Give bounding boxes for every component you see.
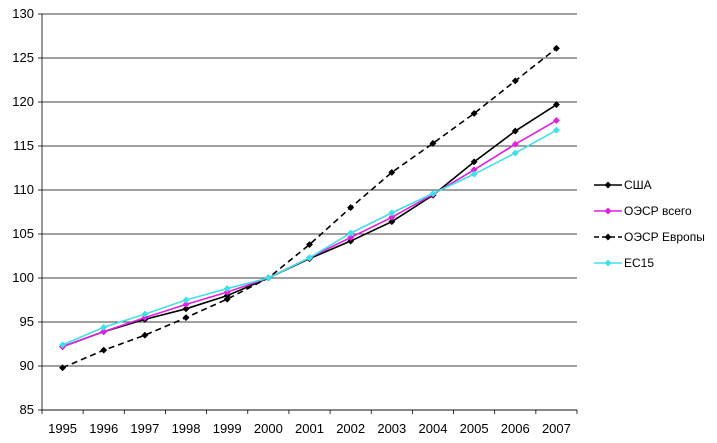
data-point — [552, 44, 560, 52]
legend-label: ОЭСР всего — [624, 204, 692, 218]
x-tick-label: 2000 — [254, 421, 283, 436]
legend: США ОЭСР всего ОЭСР Европы ЕС15 — [594, 178, 705, 270]
data-point — [305, 241, 314, 249]
y-tick-label: 105 — [12, 226, 34, 241]
series-line — [62, 103, 557, 348]
y-tick-label: 110 — [13, 182, 34, 197]
y-axis-ticks: 85 90 95 100 105 110 115 120 125 130 — [12, 6, 42, 417]
data-point — [59, 364, 67, 372]
series-3 — [59, 126, 560, 349]
data-point — [470, 109, 478, 117]
data-point — [223, 295, 231, 303]
legend-entry-1: ОЭСР всего — [594, 204, 692, 218]
data-point — [511, 77, 519, 85]
x-tick-label: 1999 — [213, 421, 242, 436]
data-point — [388, 168, 396, 176]
series-0 — [59, 101, 560, 351]
gridlines — [42, 13, 577, 411]
data-point — [59, 341, 67, 349]
data-point — [470, 170, 478, 178]
series-line — [62, 119, 557, 348]
data-point — [511, 140, 519, 148]
axes — [41, 14, 577, 411]
data-point — [470, 158, 478, 166]
data-point — [388, 209, 396, 217]
data-point — [182, 300, 190, 308]
data-point — [182, 305, 190, 313]
data-point — [305, 254, 314, 262]
data-point — [511, 149, 519, 157]
legend-swatch-marker — [604, 207, 612, 215]
legend-swatch-marker — [604, 233, 612, 241]
data-point — [347, 233, 355, 242]
x-tick-label: 2007 — [542, 421, 571, 436]
y-tick-label: 95 — [20, 314, 34, 329]
data-point — [429, 139, 437, 147]
data-point — [552, 101, 560, 109]
data-point — [223, 285, 231, 293]
data-point — [388, 218, 396, 226]
x-tick-label: 2001 — [295, 421, 324, 436]
data-point — [100, 323, 108, 331]
x-axis-ticks: 1995 1996 1997 1998 1999 2000 2001 2002 2003 2004… — [41, 410, 578, 436]
data-point — [182, 314, 190, 322]
data-point — [100, 346, 108, 354]
data-point — [429, 189, 437, 198]
data-point — [141, 310, 149, 318]
data-point — [388, 213, 396, 221]
series-layer — [59, 44, 560, 372]
legend-label: США — [624, 178, 652, 192]
data-point — [552, 116, 560, 125]
data-point — [264, 274, 272, 282]
data-point — [347, 229, 355, 237]
x-tick-label: 1995 — [48, 421, 77, 436]
x-tick-label: 2003 — [377, 421, 406, 436]
data-point — [511, 127, 519, 135]
legend-entry-3: ЕС15 — [594, 256, 654, 270]
y-tick-label: 125 — [12, 50, 34, 65]
series-1 — [59, 116, 560, 351]
legend-label: ОЭСР Европы — [624, 230, 705, 244]
legend-entry-0: США — [594, 178, 652, 192]
y-tick-label: 130 — [12, 6, 34, 21]
data-point — [141, 331, 149, 339]
legend-entry-2: ОЭСР Европы — [594, 230, 705, 244]
data-point — [347, 204, 355, 212]
legend-swatch-marker — [604, 181, 612, 189]
x-tick-label: 2004 — [419, 421, 448, 436]
x-tick-label: 2006 — [501, 421, 530, 436]
data-point — [182, 296, 190, 304]
data-point — [100, 328, 108, 336]
x-tick-label: 1997 — [130, 421, 159, 436]
y-tick-label: 115 — [13, 138, 34, 153]
y-tick-label: 85 — [20, 402, 34, 417]
data-point — [552, 126, 560, 134]
x-tick-label: 1998 — [172, 421, 201, 436]
legend-swatch-marker — [604, 259, 612, 267]
legend-label: ЕС15 — [624, 256, 654, 270]
series-line — [62, 129, 557, 346]
x-tick-label: 1996 — [89, 421, 118, 436]
y-tick-label: 120 — [12, 94, 34, 109]
x-tick-label: 2005 — [460, 421, 489, 436]
y-tick-label: 90 — [20, 358, 34, 373]
y-tick-label: 100 — [12, 270, 34, 285]
x-tick-label: 2002 — [336, 421, 365, 436]
